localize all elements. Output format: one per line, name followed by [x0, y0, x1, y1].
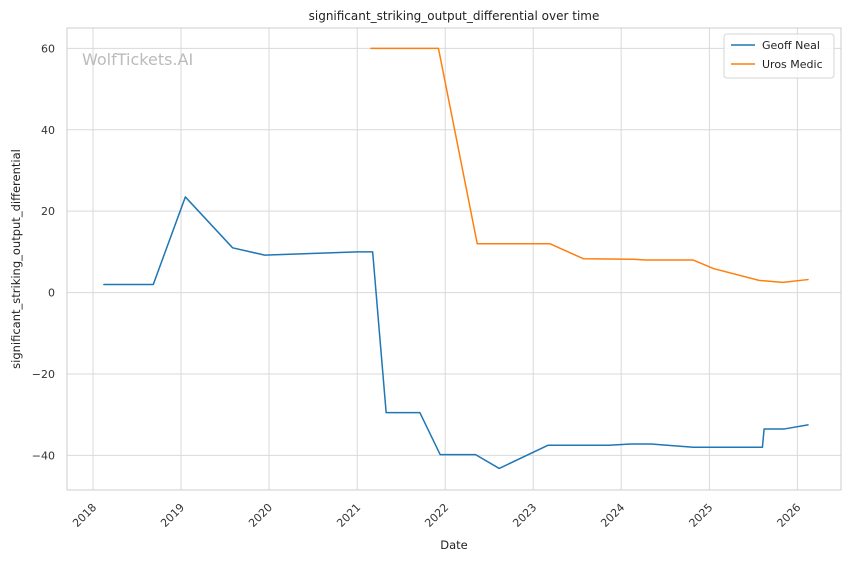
y-tick-label: 60 — [41, 42, 55, 55]
y-tick-label: 0 — [48, 287, 55, 300]
tick-label-layer: 60 40 20 0 −20 −40 2018 2019 2020 2021 2022 2023 202… — [32, 42, 804, 530]
x-tick-label: 2026 — [775, 501, 804, 530]
series-line-uros-medic — [370, 47, 809, 284]
plot-area-frame — [66, 27, 842, 491]
series-line-geoff-neal — [103, 196, 809, 470]
y-tick-label: 40 — [41, 124, 55, 137]
grid-layer — [67, 28, 841, 490]
x-tick-label: 2021 — [334, 501, 363, 530]
watermark: WolfTickets.AI — [82, 50, 193, 69]
legend-label: Uros Medic — [762, 58, 823, 71]
x-tick-label: 2019 — [158, 501, 187, 530]
series-layer — [103, 47, 809, 470]
x-tick-label: 2018 — [70, 501, 99, 530]
x-tick-label: 2024 — [598, 501, 627, 530]
x-axis-label: Date — [440, 538, 468, 552]
y-tick-label: −20 — [32, 368, 55, 381]
y-tick-label: 20 — [41, 205, 55, 218]
legend-label: Geoff Neal — [762, 39, 820, 52]
legend: Geoff Neal Uros Medic — [723, 33, 835, 79]
y-tick-label: −40 — [32, 449, 55, 462]
x-tick-label: 2020 — [246, 501, 275, 530]
x-tick-label: 2023 — [510, 501, 539, 530]
x-tick-label: 2022 — [422, 501, 451, 530]
x-tick-label: 2025 — [687, 501, 716, 530]
y-axis-label: significant_striking_output_differential — [9, 149, 23, 369]
chart-title: significant_striking_output_differential… — [309, 9, 600, 23]
